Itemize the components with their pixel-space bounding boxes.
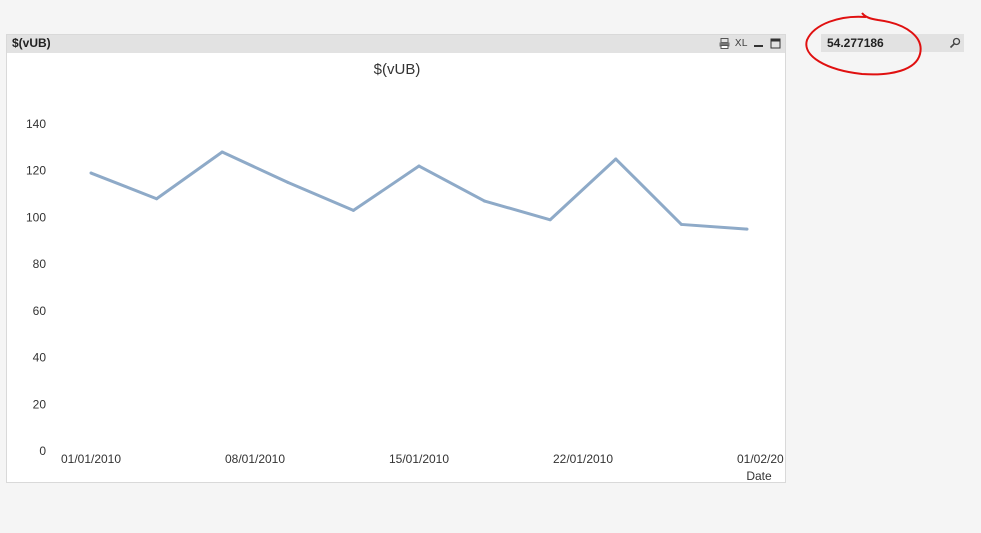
data-point bbox=[220, 150, 224, 154]
chart-object[interactable]: $(vUB) XL $(vUB) 0 20 40 60 80 100 120 140 01/0… bbox=[6, 34, 786, 483]
maximize-icon[interactable] bbox=[769, 37, 781, 49]
x-axis-label: Date bbox=[746, 469, 772, 482]
value-field[interactable]: 54.277186 bbox=[821, 34, 964, 52]
y-tick-label: 100 bbox=[26, 210, 46, 224]
chart-caption-title: $(vUB) bbox=[12, 36, 51, 50]
y-tick-label: 140 bbox=[26, 117, 46, 131]
series-line bbox=[90, 150, 748, 231]
line-chart: $(vUB) 0 20 40 60 80 100 120 140 01/01/2010 08/0… bbox=[26, 61, 784, 482]
search-icon[interactable] bbox=[949, 36, 961, 49]
chart-title: $(vUB) bbox=[374, 61, 421, 78]
y-tick-label: 60 bbox=[33, 304, 47, 318]
xl-export-icon[interactable]: XL bbox=[734, 37, 748, 49]
print-icon[interactable] bbox=[718, 37, 730, 49]
chart-caption-bar[interactable]: $(vUB) XL bbox=[7, 35, 785, 53]
field-value-text: 54.277186 bbox=[827, 36, 884, 50]
y-tick-label: 80 bbox=[33, 257, 47, 271]
x-tick-label: 08/01/2010 bbox=[225, 452, 285, 466]
y-tick-label: 0 bbox=[39, 444, 46, 458]
data-point bbox=[614, 157, 618, 161]
x-tick-label: 15/01/2010 bbox=[389, 452, 449, 466]
x-tick-label: 01/02/20 bbox=[737, 452, 784, 466]
data-point bbox=[745, 227, 749, 231]
data-point bbox=[155, 197, 159, 201]
x-axis-ticks: 01/01/2010 08/01/2010 15/01/2010 22/01/2010… bbox=[61, 452, 784, 466]
caption-icon-group: XL bbox=[718, 37, 781, 49]
minimize-icon[interactable] bbox=[752, 37, 764, 49]
data-point bbox=[286, 180, 290, 184]
x-tick-label: 01/01/2010 bbox=[61, 452, 121, 466]
data-point bbox=[679, 222, 683, 226]
data-point bbox=[89, 171, 93, 175]
y-tick-label: 120 bbox=[26, 164, 46, 178]
x-tick-label: 22/01/2010 bbox=[553, 452, 613, 466]
y-tick-label: 20 bbox=[33, 397, 47, 411]
y-axis-ticks: 0 20 40 60 80 100 120 140 bbox=[26, 117, 46, 458]
data-point bbox=[483, 199, 487, 203]
y-tick-label: 40 bbox=[33, 351, 47, 365]
data-points bbox=[89, 150, 749, 231]
data-point bbox=[548, 218, 552, 222]
data-point bbox=[417, 164, 421, 168]
data-point bbox=[351, 208, 355, 212]
